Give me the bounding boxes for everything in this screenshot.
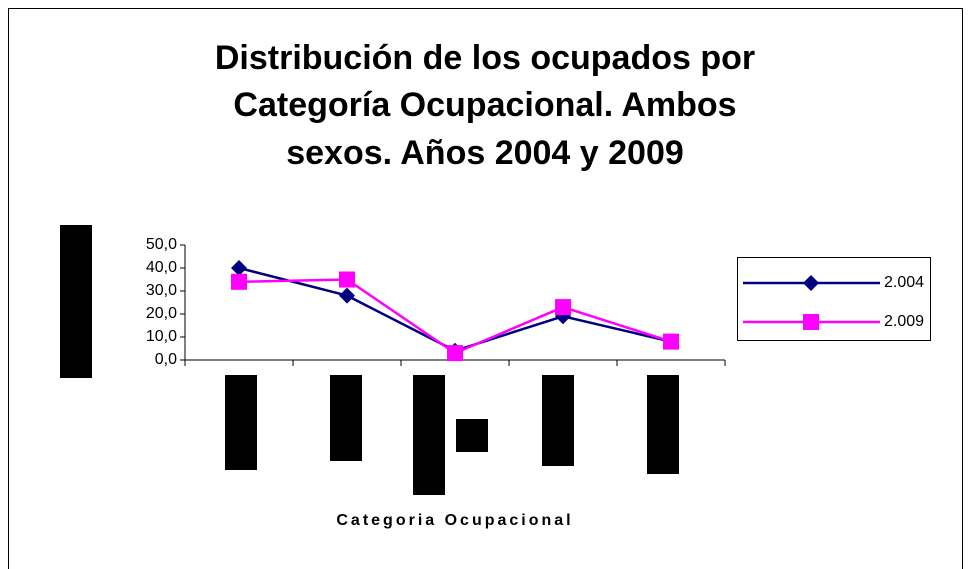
redaction xyxy=(330,375,362,461)
chart-title: sexos. Años 2004 y 2009 xyxy=(286,134,684,172)
y-tick-label: 10,0 xyxy=(146,328,177,345)
marker xyxy=(231,273,247,290)
redaction xyxy=(456,419,488,452)
marker xyxy=(339,271,355,288)
y-tick-label: 20,0 xyxy=(146,305,177,322)
redaction xyxy=(225,375,257,470)
legend-marker xyxy=(803,314,819,330)
x-axis-title: Categoria Ocupacional xyxy=(336,512,573,529)
marker xyxy=(339,287,355,304)
y-tick-label: 30,0 xyxy=(146,282,177,299)
chart-title: Categoría Ocupacional. Ambos xyxy=(233,86,736,124)
y-tick-label: 40,0 xyxy=(146,259,177,276)
redaction xyxy=(413,375,445,495)
redaction xyxy=(647,375,679,474)
y-tick-label: 0,0 xyxy=(155,351,177,368)
marker xyxy=(447,345,463,362)
marker xyxy=(555,299,571,316)
marker xyxy=(231,260,247,276)
redactions xyxy=(60,225,679,495)
legend-box xyxy=(737,257,931,341)
chart-title: Distribución de los ocupados por xyxy=(215,39,755,77)
legend-label: 2.004 xyxy=(884,274,924,291)
legend-marker xyxy=(803,275,819,291)
marker xyxy=(663,333,679,350)
y-tick-label: 50,0 xyxy=(146,236,177,253)
redaction xyxy=(60,225,92,378)
redaction xyxy=(542,375,574,466)
legend-label: 2.009 xyxy=(884,313,924,330)
